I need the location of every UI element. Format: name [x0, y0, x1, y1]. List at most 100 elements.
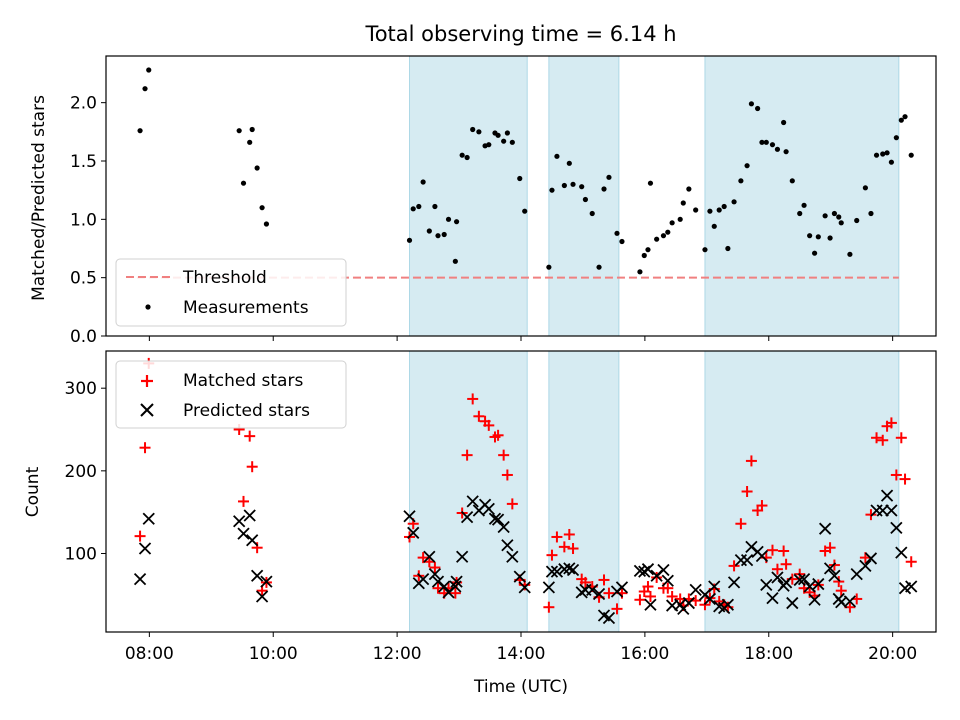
- measurement-point: [680, 200, 686, 206]
- measurement-point: [854, 217, 860, 224]
- matched-star-point: [644, 590, 656, 602]
- measurement-point: [517, 175, 523, 182]
- bottom-ytick-label: 100: [65, 544, 97, 564]
- predicted-star-point: [438, 580, 451, 593]
- bottom-xtick-label: 16:00: [620, 644, 669, 664]
- matched-star-point: [634, 594, 646, 606]
- predicted-star-point: [592, 587, 606, 601]
- matched-star-point: [423, 556, 435, 568]
- measurement-point: [637, 269, 643, 275]
- bottom-xtick-label: 10:00: [249, 644, 298, 664]
- measurements-legend-swatch: [145, 304, 151, 310]
- predicted-star-point: [689, 583, 702, 596]
- measurement-point: [263, 221, 270, 227]
- predicted-star-point: [755, 549, 769, 563]
- top-shaded-span: [409, 55, 528, 337]
- matched-star-point: [824, 542, 836, 554]
- measurement-point: [554, 153, 560, 159]
- predicted-star-point: [133, 572, 147, 586]
- matched-star-point: [611, 603, 623, 615]
- measurement-point: [686, 186, 692, 192]
- bottom-xtick-label: 18:00: [744, 644, 793, 664]
- matched-star-point: [666, 590, 678, 602]
- predicted-star-point: [895, 546, 908, 559]
- top-legend-box: [115, 258, 347, 327]
- matched-star-point: [899, 473, 911, 485]
- measurement-point: [589, 210, 595, 217]
- predicted-star-point: [721, 598, 735, 611]
- measurement-point: [416, 203, 422, 210]
- predicted-star-point: [550, 565, 564, 578]
- predicted-star-point: [246, 534, 259, 547]
- measurement-point: [445, 216, 452, 222]
- predicted-star-point: [766, 591, 779, 605]
- top-legend: Threshold Measurements: [115, 258, 347, 327]
- predicted-star-point: [423, 550, 436, 563]
- matched-star-point: [558, 541, 570, 553]
- chart-title: Total observing time = 6.14 h: [364, 22, 676, 46]
- matched-star-point: [429, 562, 441, 574]
- predicted-star-point: [243, 509, 256, 522]
- top-shaded-span: [548, 55, 620, 337]
- bottom-xtick-label: 20:00: [868, 644, 917, 664]
- measurement-point: [464, 154, 470, 161]
- measurement-point: [847, 251, 853, 257]
- matched-star-point: [885, 417, 897, 429]
- measurement-point: [731, 199, 737, 205]
- predicted-star-point: [513, 570, 526, 583]
- measurement-point: [654, 236, 660, 242]
- predicted-star-point: [233, 515, 246, 528]
- predicted-star-point: [497, 520, 510, 534]
- predicted-star-point: [403, 510, 416, 523]
- measurement-point: [763, 139, 769, 145]
- measurement-point: [744, 163, 750, 169]
- matched-star-point: [498, 449, 510, 461]
- matched-star-point: [865, 509, 877, 521]
- measurement-point: [486, 142, 492, 148]
- predicted-star-point: [890, 521, 903, 535]
- bottom-xlabel: Time (UTC): [473, 677, 568, 697]
- bottom-ylabel: Count: [23, 466, 43, 517]
- bottom-legend-box: [115, 360, 347, 429]
- measurement-point: [902, 114, 908, 120]
- predicted-star-point: [803, 580, 816, 593]
- matched-star-point: [778, 545, 790, 557]
- matched-star-point: [449, 587, 461, 599]
- matched-star-point: [551, 531, 563, 543]
- predicted-star-point: [703, 592, 717, 606]
- predicted-star-point: [460, 510, 474, 524]
- measurement-point: [759, 139, 765, 145]
- predicted-star-point: [727, 576, 741, 589]
- predicted-star-point: [428, 568, 442, 581]
- measurement-point: [459, 152, 465, 158]
- measurement-point: [561, 182, 567, 189]
- matched-star-point: [134, 530, 146, 542]
- matched-star-point: [766, 544, 778, 556]
- matched-star-point: [467, 393, 479, 405]
- bottom-ytick-label: 200: [65, 462, 97, 482]
- measurement-point: [247, 139, 253, 145]
- measurement-point: [721, 203, 727, 210]
- measurement-point: [619, 238, 625, 245]
- measurement-point: [838, 220, 844, 226]
- measurement-point: [420, 179, 426, 185]
- measurement-point: [725, 245, 731, 252]
- measurement-point: [884, 150, 890, 156]
- predicted-star-point: [786, 596, 799, 610]
- matched-star-point: [563, 528, 575, 540]
- matched-star-point: [905, 556, 917, 568]
- matched-star-point: [483, 419, 495, 431]
- measurement-point: [781, 119, 787, 126]
- predicted-star-point: [682, 596, 695, 610]
- predicted-star-point: [466, 495, 479, 508]
- measurement-point: [259, 205, 265, 211]
- predicted-star-point: [250, 569, 264, 582]
- measurement-point: [146, 67, 152, 73]
- measurement-point: [501, 138, 507, 144]
- predicted-star-point: [482, 502, 495, 515]
- predicted-star-point: [602, 611, 616, 625]
- matched-star-point: [835, 585, 847, 597]
- measurement-point: [601, 186, 607, 192]
- predicted-star-point: [843, 595, 857, 608]
- measurement-point: [669, 220, 675, 226]
